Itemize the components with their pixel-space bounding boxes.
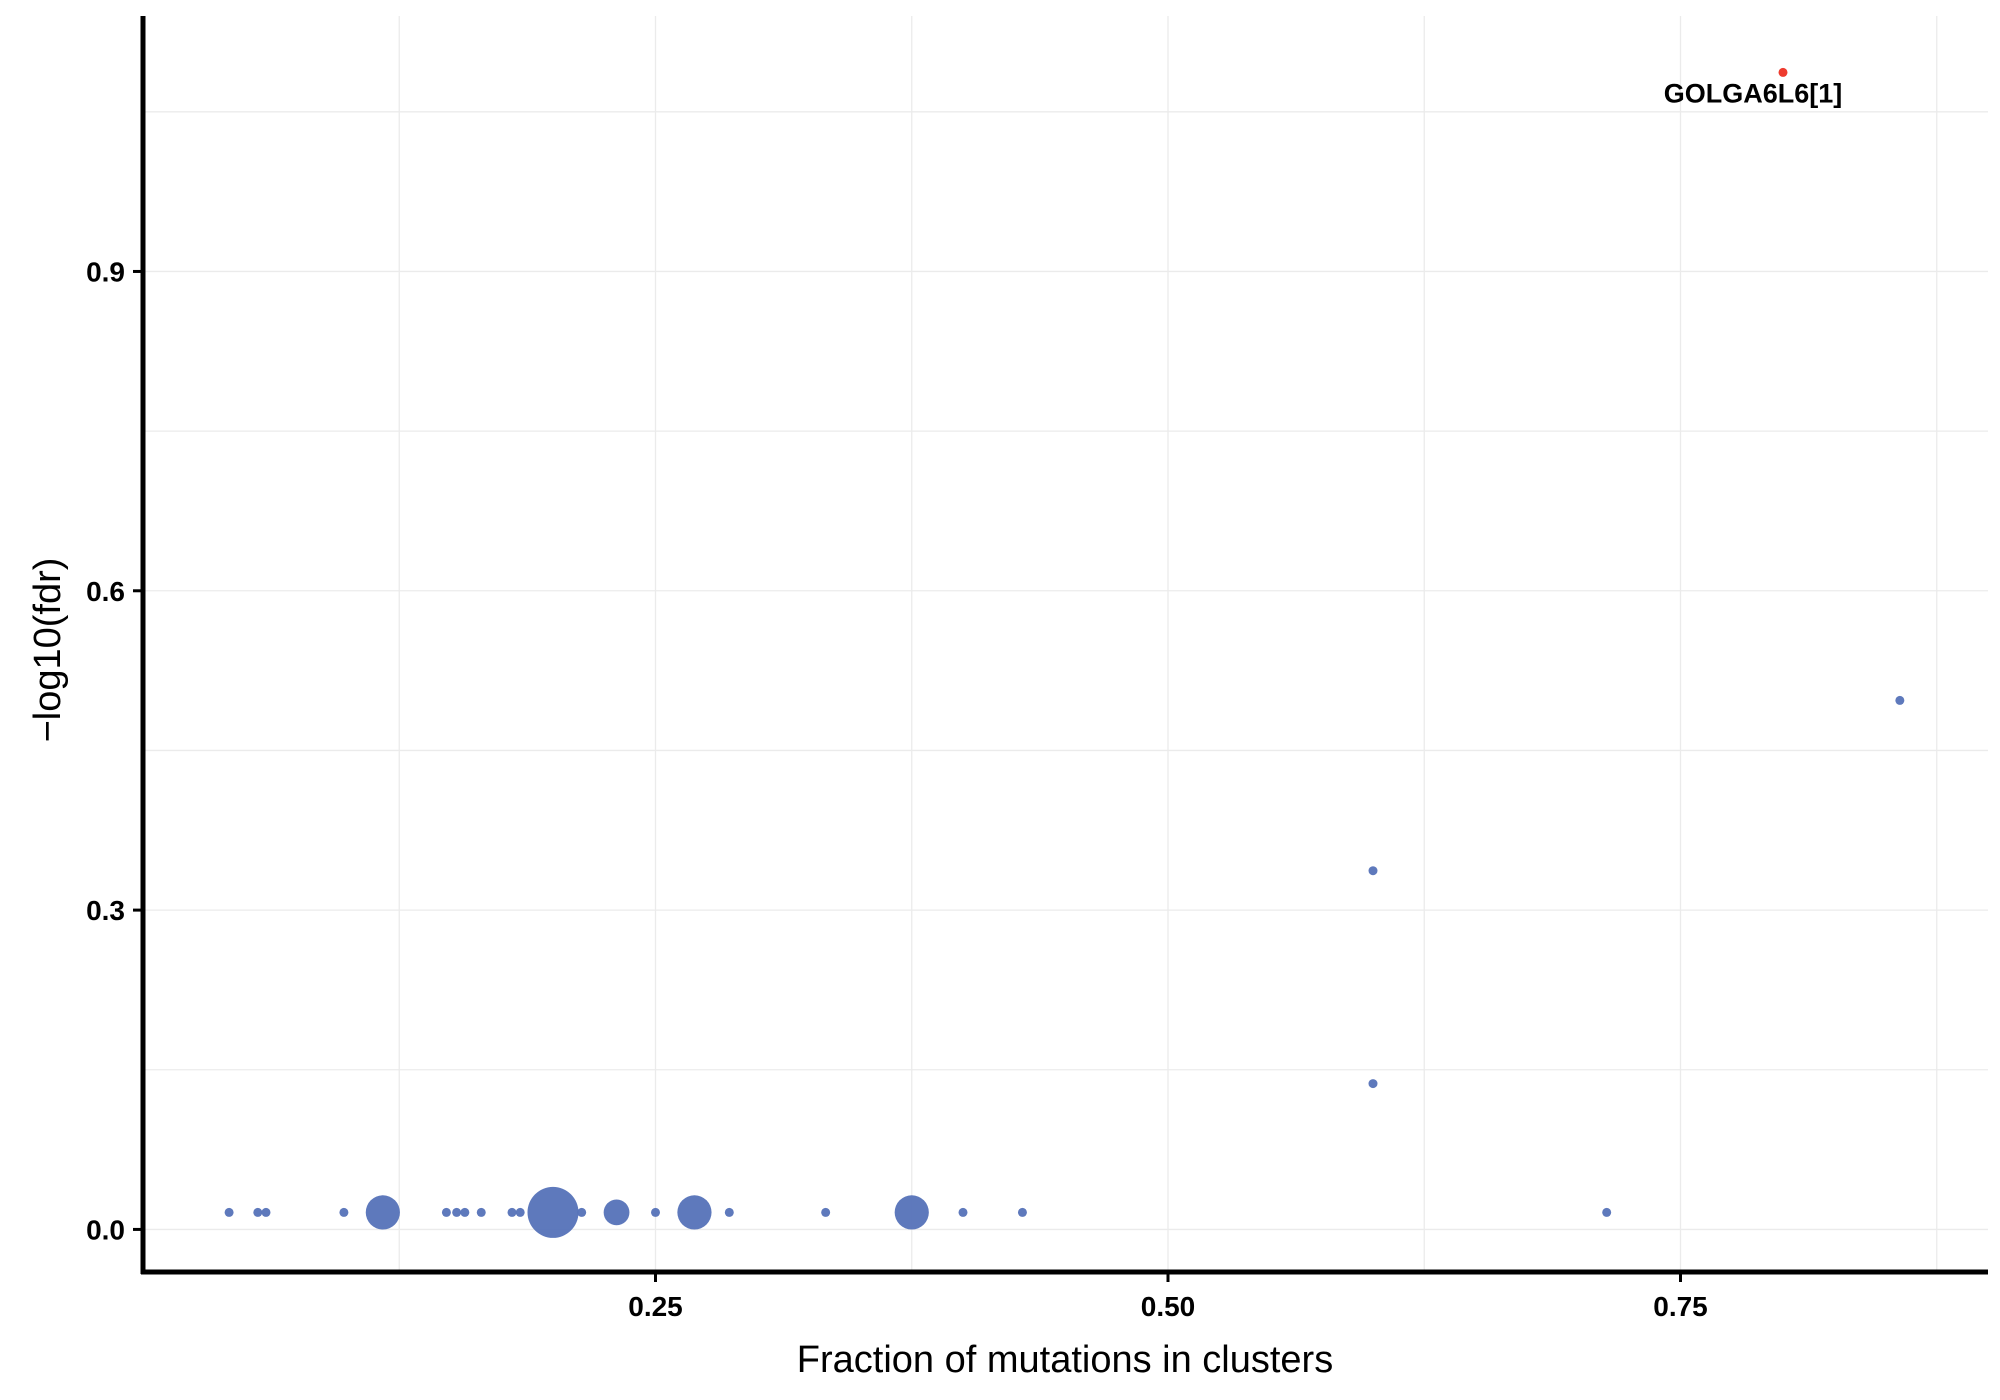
x-axis-title: Fraction of mutations in clusters bbox=[797, 1339, 1333, 1381]
data-point bbox=[253, 1207, 263, 1217]
data-point bbox=[821, 1207, 831, 1217]
x-tick-label: 0.75 bbox=[1653, 1291, 1708, 1322]
data-point bbox=[460, 1207, 470, 1217]
data-point bbox=[1602, 1207, 1612, 1217]
data-point bbox=[515, 1207, 525, 1217]
point-labels: GOLGA6L6[1] bbox=[1664, 78, 1843, 108]
data-point bbox=[452, 1207, 462, 1217]
y-tick-label: 0.3 bbox=[86, 895, 125, 926]
data-point bbox=[224, 1207, 234, 1217]
data-point bbox=[894, 1195, 929, 1230]
data-point bbox=[1368, 866, 1378, 876]
data-point bbox=[651, 1207, 660, 1217]
data-point bbox=[677, 1195, 712, 1230]
grid-lines bbox=[142, 16, 1988, 1272]
data-points bbox=[224, 67, 1905, 1238]
axes bbox=[140, 16, 1988, 1275]
x-tick-label: 0.50 bbox=[1141, 1291, 1196, 1322]
data-point bbox=[577, 1207, 587, 1217]
y-axis-title: −log10(fdr) bbox=[27, 558, 69, 743]
axis-ticks: 0.25 0.50 0.75 0.0 0.3 0.6 0.9 bbox=[86, 256, 1708, 1322]
data-point bbox=[339, 1207, 349, 1217]
y-tick-label: 0.9 bbox=[86, 256, 125, 287]
data-point bbox=[365, 1195, 400, 1230]
data-point bbox=[441, 1207, 451, 1217]
data-point bbox=[527, 1186, 579, 1238]
data-point bbox=[261, 1207, 271, 1217]
data-point bbox=[1017, 1207, 1027, 1217]
data-point bbox=[1895, 695, 1905, 705]
data-point bbox=[1368, 1079, 1378, 1089]
data-point bbox=[507, 1207, 517, 1217]
x-tick-label: 0.25 bbox=[628, 1291, 683, 1322]
point-label: GOLGA6L6[1] bbox=[1664, 78, 1843, 108]
data-point bbox=[958, 1207, 968, 1217]
data-point bbox=[724, 1207, 734, 1217]
data-point bbox=[476, 1207, 486, 1217]
y-tick-label: 0.0 bbox=[86, 1214, 125, 1245]
y-tick-label: 0.6 bbox=[86, 576, 125, 607]
data-point bbox=[603, 1199, 630, 1226]
highlight-point bbox=[1778, 67, 1788, 77]
